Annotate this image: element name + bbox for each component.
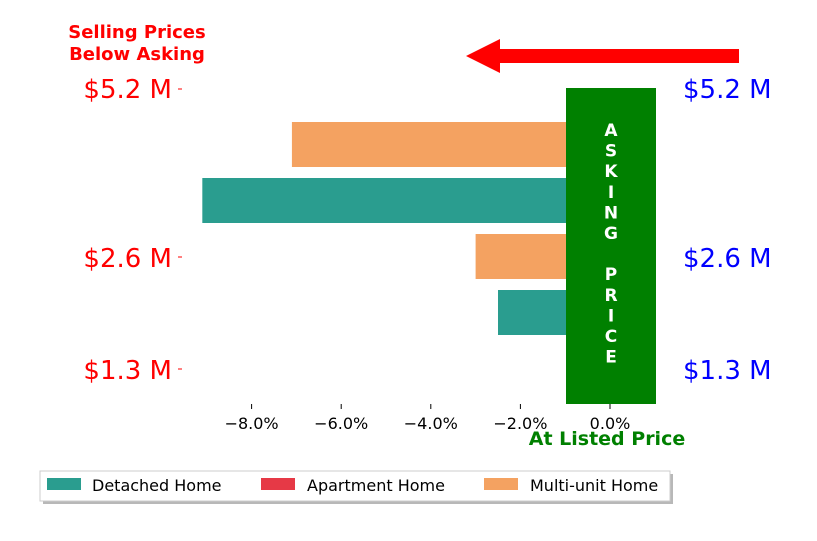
y-right-label-bottom: $1.3 M [683, 356, 772, 386]
bar-multi-unit-home-0 [291, 122, 610, 167]
asking-price-letter: I [608, 306, 614, 326]
x-tick-label: −8.0% [225, 414, 279, 433]
bar-detached-home-1 [202, 178, 610, 223]
x-tick-label: 0.0% [590, 414, 631, 433]
legend-label-multiunit: Multi-unit Home [530, 476, 658, 495]
asking-price-band [566, 88, 656, 404]
legend-swatch-multiunit [484, 478, 518, 490]
asking-price-letter: I [608, 183, 614, 203]
asking-price-letter: K [604, 162, 618, 182]
y-left-label-mid: $2.6 M [83, 244, 172, 274]
legend-label-detached: Detached Home [92, 476, 222, 495]
y-left-label-bottom: $1.3 M [83, 356, 172, 386]
annotation-line-2: Below Asking [69, 44, 205, 65]
asking-price-letter: S [605, 142, 617, 162]
legend-swatch-apartment [261, 478, 295, 490]
annotation-line-1: Selling Prices [68, 22, 205, 43]
asking-price-letter: P [605, 265, 617, 285]
asking-price-letter: R [604, 286, 617, 306]
x-tick-label: −4.0% [404, 414, 458, 433]
legend-label-apartment: Apartment Home [307, 476, 445, 495]
asking-price-letter: E [605, 348, 617, 368]
left-arrow-icon [466, 39, 739, 73]
bars [202, 122, 610, 391]
legend-swatch-detached [47, 478, 81, 490]
x-axis: −8.0% −6.0% −4.0% −2.0% 0.0% [225, 404, 631, 433]
asking-price-letter: G [604, 224, 618, 244]
y-right-label-top: $5.2 M [683, 75, 772, 105]
asking-price-letter: N [604, 203, 618, 223]
y-right-label-mid: $2.6 M [683, 244, 772, 274]
x-axis-label: At Listed Price [529, 428, 685, 450]
asking-price-letter: A [604, 121, 618, 141]
x-tick-label: −2.0% [493, 414, 547, 433]
asking-price-letter: C [605, 327, 617, 347]
y-left-label-top: $5.2 M [83, 75, 172, 105]
legend: Detached Home Apartment Home Multi-unit … [39, 470, 673, 504]
x-tick-label: −6.0% [314, 414, 368, 433]
